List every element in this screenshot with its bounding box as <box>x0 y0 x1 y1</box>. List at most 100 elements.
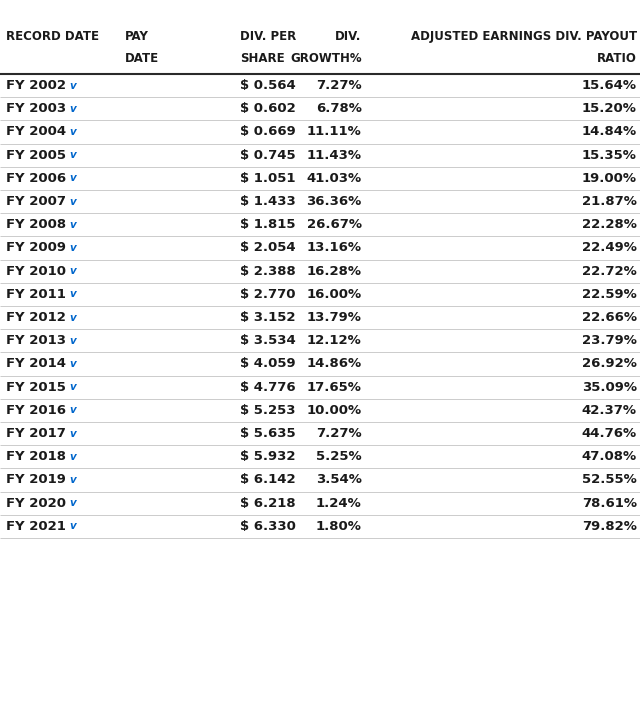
Text: 14.84%: 14.84% <box>582 125 637 138</box>
Text: v: v <box>69 521 76 531</box>
Text: FY 2014: FY 2014 <box>6 357 67 370</box>
Text: v: v <box>69 150 76 160</box>
Text: v: v <box>69 359 76 369</box>
Text: 1.80%: 1.80% <box>316 520 362 533</box>
Text: 42.37%: 42.37% <box>582 404 637 417</box>
Text: 6.78%: 6.78% <box>316 102 362 115</box>
Text: 17.65%: 17.65% <box>307 381 362 394</box>
Text: FY 2012: FY 2012 <box>6 311 67 324</box>
Text: $ 6.142: $ 6.142 <box>240 473 296 486</box>
Text: 19.00%: 19.00% <box>582 172 637 185</box>
Text: 11.43%: 11.43% <box>307 149 362 162</box>
Text: FY 2020: FY 2020 <box>6 497 67 510</box>
Text: DATE: DATE <box>125 52 159 65</box>
Text: 15.20%: 15.20% <box>582 102 637 115</box>
Text: FY 2011: FY 2011 <box>6 288 67 301</box>
Text: $ 1.051: $ 1.051 <box>240 172 296 185</box>
Text: GROWTH%: GROWTH% <box>290 52 362 65</box>
Text: $ 1.433: $ 1.433 <box>240 195 296 208</box>
Text: FY 2017: FY 2017 <box>6 427 67 440</box>
Text: 16.00%: 16.00% <box>307 288 362 301</box>
Text: v: v <box>69 475 76 485</box>
Text: 7.27%: 7.27% <box>316 427 362 440</box>
Text: $ 0.669: $ 0.669 <box>240 125 296 138</box>
Text: 22.59%: 22.59% <box>582 288 637 301</box>
Text: FY 2013: FY 2013 <box>6 334 67 347</box>
Text: 22.66%: 22.66% <box>582 311 637 324</box>
Text: $ 2.388: $ 2.388 <box>240 265 296 278</box>
Text: v: v <box>69 428 76 439</box>
Text: 16.28%: 16.28% <box>307 265 362 278</box>
Text: v: v <box>69 405 76 415</box>
Text: 47.08%: 47.08% <box>582 450 637 463</box>
Text: $ 0.602: $ 0.602 <box>240 102 296 115</box>
Text: FY 2002: FY 2002 <box>6 79 67 92</box>
Text: 10.00%: 10.00% <box>307 404 362 417</box>
Text: FY 2009: FY 2009 <box>6 241 67 254</box>
Text: v: v <box>69 127 76 137</box>
Text: v: v <box>69 382 76 392</box>
Text: 26.67%: 26.67% <box>307 218 362 231</box>
Text: 5.25%: 5.25% <box>316 450 362 463</box>
Text: FY 2007: FY 2007 <box>6 195 67 208</box>
Text: 13.16%: 13.16% <box>307 241 362 254</box>
Text: 14.86%: 14.86% <box>307 357 362 370</box>
Text: 26.92%: 26.92% <box>582 357 637 370</box>
Text: v: v <box>69 289 76 299</box>
Text: $ 5.635: $ 5.635 <box>240 427 296 440</box>
Text: $ 4.059: $ 4.059 <box>240 357 296 370</box>
Text: $ 6.218: $ 6.218 <box>240 497 296 510</box>
Text: v: v <box>69 266 76 276</box>
Text: DIV. PER: DIV. PER <box>240 30 296 44</box>
Text: ADJUSTED EARNINGS DIV. PAYOUT: ADJUSTED EARNINGS DIV. PAYOUT <box>411 30 637 44</box>
Text: 22.49%: 22.49% <box>582 241 637 254</box>
Text: FY 2015: FY 2015 <box>6 381 67 394</box>
Text: v: v <box>69 452 76 462</box>
Text: $ 2.770: $ 2.770 <box>240 288 296 301</box>
Text: v: v <box>69 220 76 230</box>
Text: FY 2010: FY 2010 <box>6 265 67 278</box>
Text: FY 2018: FY 2018 <box>6 450 67 463</box>
Text: 52.55%: 52.55% <box>582 473 637 486</box>
Text: v: v <box>69 243 76 253</box>
Text: FY 2004: FY 2004 <box>6 125 67 138</box>
Text: RECORD DATE: RECORD DATE <box>6 30 99 44</box>
Text: $ 4.776: $ 4.776 <box>240 381 296 394</box>
Text: 78.61%: 78.61% <box>582 497 637 510</box>
Text: $ 5.932: $ 5.932 <box>240 450 296 463</box>
Text: 35.09%: 35.09% <box>582 381 637 394</box>
Text: v: v <box>69 173 76 183</box>
Text: $ 2.054: $ 2.054 <box>240 241 296 254</box>
Text: 11.11%: 11.11% <box>307 125 362 138</box>
Text: 3.54%: 3.54% <box>316 473 362 486</box>
Text: 22.72%: 22.72% <box>582 265 637 278</box>
Text: 79.82%: 79.82% <box>582 520 637 533</box>
Text: 36.36%: 36.36% <box>307 195 362 208</box>
Text: $ 3.534: $ 3.534 <box>240 334 296 347</box>
Text: v: v <box>69 336 76 346</box>
Text: 21.87%: 21.87% <box>582 195 637 208</box>
Text: 12.12%: 12.12% <box>307 334 362 347</box>
Text: PAY: PAY <box>125 30 148 44</box>
Text: v: v <box>69 312 76 323</box>
Text: FY 2006: FY 2006 <box>6 172 67 185</box>
Text: 15.64%: 15.64% <box>582 79 637 92</box>
Text: $ 6.330: $ 6.330 <box>240 520 296 533</box>
Text: $ 0.564: $ 0.564 <box>240 79 296 92</box>
Text: 23.79%: 23.79% <box>582 334 637 347</box>
Text: FY 2021: FY 2021 <box>6 520 67 533</box>
Text: 13.79%: 13.79% <box>307 311 362 324</box>
Text: RATIO: RATIO <box>597 52 637 65</box>
Text: 15.35%: 15.35% <box>582 149 637 162</box>
Text: FY 2005: FY 2005 <box>6 149 67 162</box>
Text: SHARE: SHARE <box>240 52 285 65</box>
Text: $ 3.152: $ 3.152 <box>240 311 296 324</box>
Text: 7.27%: 7.27% <box>316 79 362 92</box>
Text: FY 2019: FY 2019 <box>6 473 67 486</box>
Text: FY 2016: FY 2016 <box>6 404 67 417</box>
Text: FY 2003: FY 2003 <box>6 102 67 115</box>
Text: 41.03%: 41.03% <box>307 172 362 185</box>
Text: v: v <box>69 196 76 207</box>
Text: $ 0.745: $ 0.745 <box>240 149 296 162</box>
Text: v: v <box>69 498 76 508</box>
